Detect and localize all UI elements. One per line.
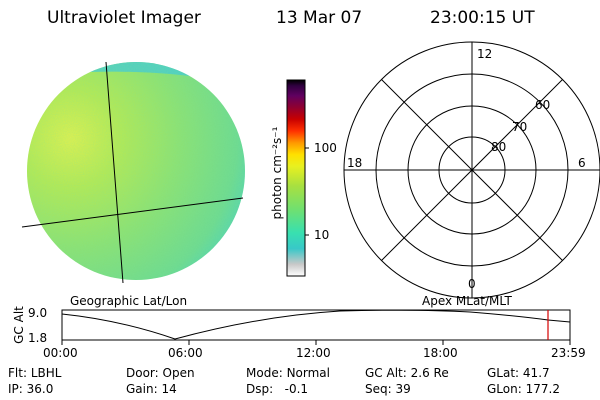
colorbar-tick-100: 100 [314, 141, 337, 155]
altitude-plot [61, 309, 571, 345]
altitude-xtick-1800: 18:00 [423, 346, 458, 360]
time-label: 23:00:15 UT [430, 8, 535, 28]
altitude-ytick-9: 9.0 [28, 306, 48, 320]
altitude-xtick-1200: 12:00 [296, 346, 331, 360]
colorbar [286, 79, 309, 277]
mlat-label-60: 60 [535, 98, 551, 112]
altitude-ytick-1-8: 1.8 [28, 331, 48, 345]
info-glon: GLon: 177.2 [487, 382, 560, 396]
info-door: Door: Open [126, 366, 195, 380]
info-gc-alt: GC Alt: 2.6 Re [365, 366, 449, 380]
info-flt: Flt: LBHL [8, 366, 62, 380]
colorbar-unit-label: photon cm⁻²s⁻¹ [270, 126, 284, 220]
polar-plot [343, 41, 600, 299]
mlat-label-80: 80 [491, 140, 507, 154]
altitude-xtick-0600: 06:00 [168, 346, 203, 360]
info-ip: IP: 36.0 [8, 382, 54, 396]
info-glat: GLat: 41.7 [487, 366, 550, 380]
mlat-label-70: 70 [512, 120, 528, 134]
altitude-xtick-0000: 00:00 [43, 346, 78, 360]
earth-disk-image [21, 61, 245, 284]
instrument-title: Ultraviolet Imager [47, 8, 201, 28]
geographic-caption: Geographic Lat/Lon [70, 294, 188, 308]
apex-caption: Apex MLat/MLT [422, 294, 512, 308]
altitude-xtick-2359: 23:59 [551, 346, 586, 360]
mlt-label-18: 18 [347, 156, 363, 170]
colorbar-tick-10: 10 [314, 228, 330, 242]
info-seq: Seq: 39 [365, 382, 411, 396]
info-gain: Gain: 14 [126, 382, 177, 396]
mlt-label-12: 12 [477, 47, 493, 61]
info-dsp: Dsp: -0.1 [246, 382, 309, 396]
mlt-label-6: 6 [578, 156, 586, 170]
mlt-label-0: 0 [468, 277, 476, 291]
info-mode: Mode: Normal [246, 366, 330, 380]
altitude-ylabel: GC Alt [12, 306, 26, 344]
date-label: 13 Mar 07 [276, 8, 363, 28]
